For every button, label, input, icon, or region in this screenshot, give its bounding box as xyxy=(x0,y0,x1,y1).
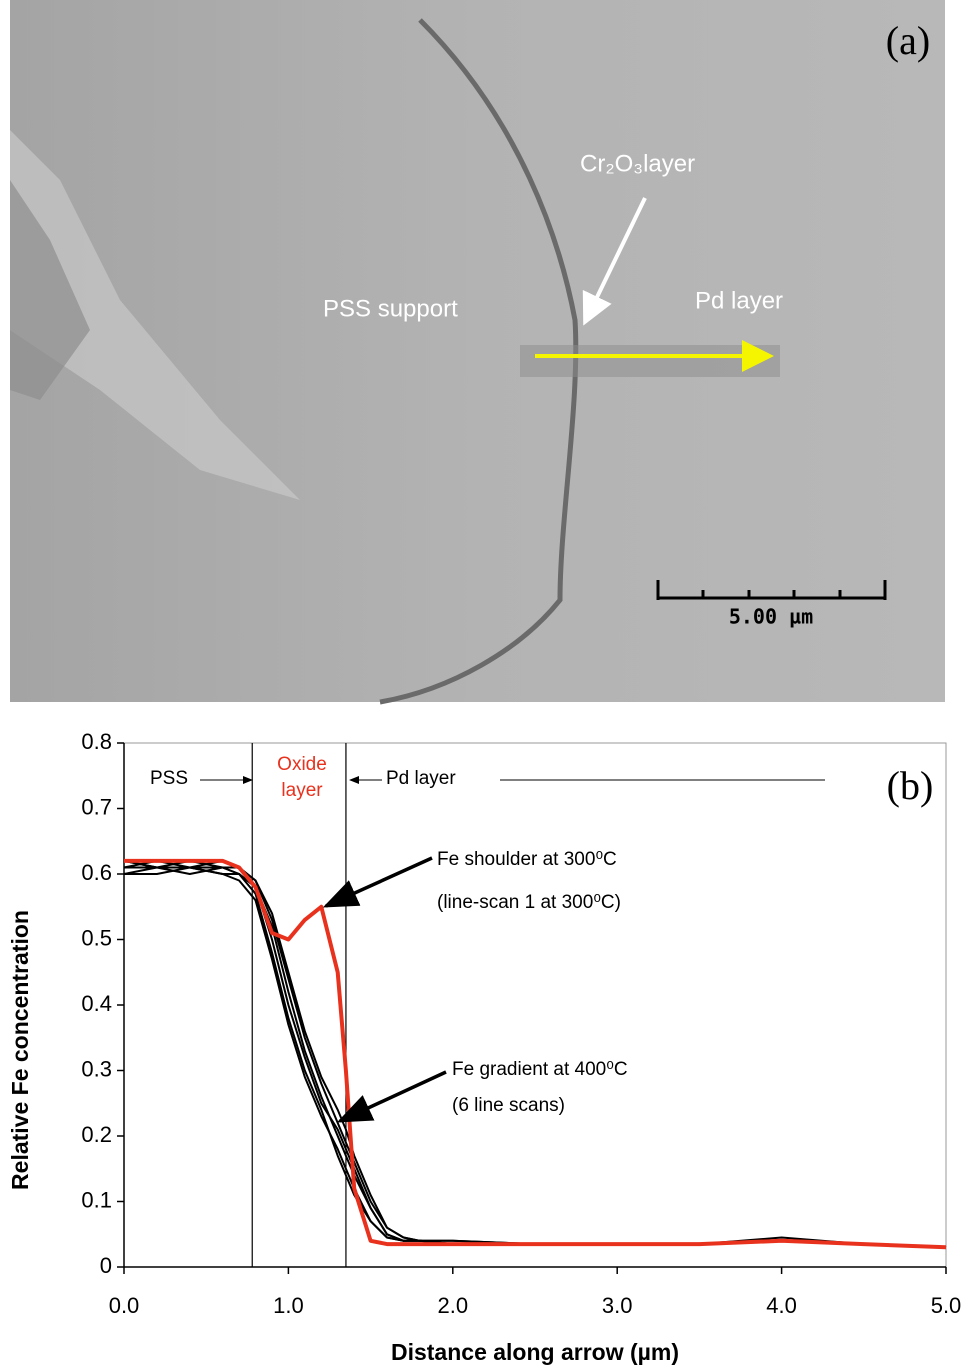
annotation: Pd layer xyxy=(386,768,456,789)
annotation: PSS xyxy=(150,768,188,789)
annotation-arrow xyxy=(336,1070,447,1123)
data-line xyxy=(124,858,947,1250)
annotation: Oxide xyxy=(277,754,327,775)
x-axis-label: Distance along arrow (µm) xyxy=(391,1339,679,1365)
oxide-arrow xyxy=(582,197,647,326)
data-line xyxy=(123,859,947,1249)
scan-region xyxy=(520,345,780,377)
pd-label: Pd layer xyxy=(695,287,783,314)
data-line xyxy=(123,866,947,1249)
y-tick-label: 0.1 xyxy=(81,1187,112,1212)
data-line xyxy=(123,859,947,1249)
y-tick-label: 0.8 xyxy=(81,729,112,754)
x-tick-label: 0.0 xyxy=(109,1293,140,1318)
annotation: Fe gradient at 400⁰C xyxy=(452,1059,628,1080)
x-tick-label: 2.0 xyxy=(438,1293,469,1318)
x-tick-label: 3.0 xyxy=(602,1293,633,1318)
annotation: (line-scan 1 at 300⁰C) xyxy=(437,892,621,913)
sem-feature xyxy=(10,180,90,400)
scale-label: 5.00 µm xyxy=(729,605,813,629)
x-tick-label: 5.0 xyxy=(931,1293,962,1318)
annotation: (6 line scans) xyxy=(452,1095,565,1116)
data-line xyxy=(124,859,947,1249)
y-tick-label: 0.7 xyxy=(81,794,112,819)
y-tick-label: 0.3 xyxy=(81,1056,112,1081)
sem-image: (a) Cr₂O₃layer PSS support Pd layer 5.00… xyxy=(10,0,945,705)
annotation: layer xyxy=(281,780,323,801)
y-axis-label: Relative Fe concentration xyxy=(7,910,33,1190)
scale-bar xyxy=(656,580,887,600)
support-label: PSS support xyxy=(323,295,458,322)
y-tick-label: 0.2 xyxy=(81,1122,112,1147)
x-tick-label: 4.0 xyxy=(766,1293,797,1318)
oxide-boundary xyxy=(379,18,579,705)
y-tick-label: 0.6 xyxy=(81,860,112,885)
data-line xyxy=(124,866,947,1249)
chart: 0 0.1 0.2 0.3 0.4 0.5 0.6 0.7 0.8 0.0 1.0 2.0 3.0 4.0… xyxy=(7,729,961,1365)
sem-background xyxy=(10,0,945,702)
data-line xyxy=(123,859,947,1249)
y-tick-label: 0.5 xyxy=(81,925,112,950)
x-tick-label: 1.0 xyxy=(273,1293,304,1318)
oxide-label: Cr₂O₃layer xyxy=(580,150,695,177)
annotation: Fe shoulder at 300⁰C xyxy=(437,849,617,870)
annotation-arrow xyxy=(322,856,433,908)
panel-label: (a) xyxy=(886,18,930,63)
plot-frame xyxy=(123,742,947,1268)
panel-label: (b) xyxy=(887,763,934,808)
y-tick-label: 0 xyxy=(100,1253,112,1278)
y-tick-label: 0.4 xyxy=(81,991,112,1016)
